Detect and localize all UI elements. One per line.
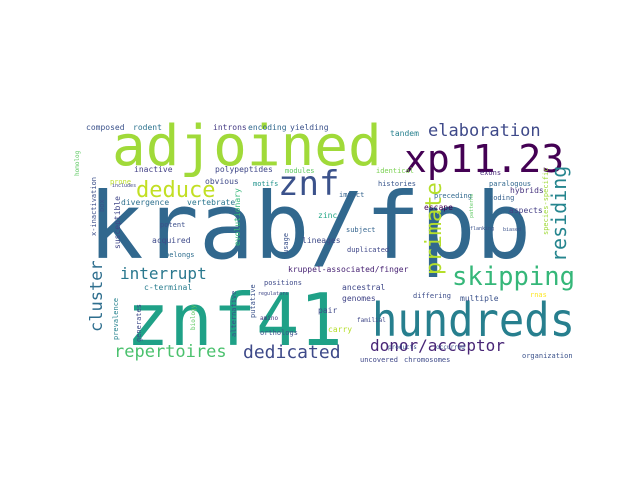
cloud-word: familial — [357, 317, 386, 324]
cloud-word: preceding — [434, 192, 472, 200]
cloud-word: modules — [285, 167, 315, 175]
cloud-word: kruppel-associated/finger — [288, 265, 409, 274]
cloud-word: obvious — [205, 177, 239, 186]
cloud-word: box — [98, 199, 106, 212]
cloud-word: prevalence — [112, 298, 120, 340]
cloud-word: orthologs — [260, 329, 298, 337]
cloud-word: positions — [264, 279, 302, 287]
cloud-word: escape — [424, 203, 453, 212]
cloud-word: repertoires — [114, 342, 227, 362]
cloud-word: vertebrate — [187, 198, 235, 207]
cloud-word: encoding — [248, 123, 287, 132]
cloud-word: znf — [278, 164, 339, 204]
cloud-word: generates — [135, 304, 143, 342]
cloud-word: patterns — [469, 194, 475, 218]
cloud-word: belongs — [165, 251, 195, 259]
cloud-word: potent — [160, 221, 185, 229]
cloud-word: hybrids — [510, 186, 544, 195]
cloud-word: divergence — [121, 198, 169, 207]
cloud-word: genomes — [342, 294, 376, 303]
cloud-word: zinc — [318, 211, 337, 220]
cloud-word: elaboration — [428, 121, 541, 141]
cloud-word: uncovered — [360, 356, 398, 364]
cloud-word: introns — [213, 123, 247, 132]
cloud-word: inactive — [134, 165, 173, 174]
cloud-word: occurred — [436, 344, 465, 351]
cloud-word: susceptible — [113, 196, 122, 249]
cloud-word: chromosomes — [404, 356, 450, 364]
cloud-word: histories — [378, 180, 416, 188]
cloud-word: alternative — [230, 291, 238, 337]
cloud-word: putative — [249, 284, 257, 318]
cloud-word: homolog — [74, 150, 81, 176]
cloud-word: cluster — [87, 260, 107, 332]
cloud-word: impact — [339, 191, 364, 199]
cloud-word: motifs — [253, 180, 278, 188]
cloud-word: evolutionary — [233, 188, 242, 246]
cloud-word: regulators — [258, 291, 288, 297]
cloud-word: identical — [376, 167, 414, 175]
cloud-word: biology — [190, 304, 197, 330]
cloud-word: products — [388, 344, 417, 351]
cloud-word: ancestral — [342, 283, 386, 292]
cloud-word: species-specific — [542, 168, 550, 235]
cloud-word: includes — [112, 183, 136, 189]
cloud-word: biased — [503, 227, 521, 233]
cloud-word: coding — [489, 194, 514, 202]
cloud-word: donor/acceptor — [370, 336, 505, 355]
cloud-word: aspects — [509, 206, 543, 215]
cloud-word: multiple — [460, 294, 499, 303]
cloud-word: lineages — [302, 236, 341, 245]
cloud-word: znf41 — [126, 278, 343, 362]
cloud-word: c-terminal — [144, 283, 192, 292]
cloud-word: carry — [328, 325, 352, 334]
cloud-word: paralogous — [489, 180, 531, 188]
cloud-word: exons — [480, 169, 501, 177]
cloud-word: pair — [318, 306, 337, 315]
cloud-word: interrupt — [120, 264, 207, 283]
cloud-word: duplicated — [347, 246, 389, 254]
cloud-word: residing — [547, 166, 571, 262]
cloud-word: primate — [422, 182, 447, 275]
cloud-word: amino — [260, 315, 278, 322]
cloud-word: organization — [522, 352, 573, 360]
cloud-word: dedicated — [243, 342, 341, 363]
cloud-word: skipping — [452, 262, 575, 292]
cloud-word: differing — [413, 292, 451, 300]
cloud-word: krab/fpb — [88, 173, 531, 280]
cloud-word: deduce — [136, 178, 215, 203]
cloud-word: tandem — [390, 129, 419, 138]
cloud-word: subject — [346, 226, 376, 234]
cloud-word: prone — [110, 178, 131, 186]
cloud-word: acquired — [152, 236, 191, 245]
cloud-word: adjoined — [112, 114, 382, 179]
cloud-word: polypeptides — [215, 165, 273, 174]
cloud-word: x-inactivation — [90, 177, 98, 236]
cloud-word: flanking — [470, 226, 494, 232]
cloud-word: usage — [282, 233, 290, 254]
cloud-word: rodent — [133, 123, 162, 132]
cloud-word: yielding — [290, 123, 329, 132]
cloud-word: xp11.23 — [404, 137, 564, 181]
cloud-word: hundreds — [372, 293, 575, 347]
cloud-word: composed — [86, 123, 125, 132]
cloud-word: rnas — [530, 291, 547, 299]
